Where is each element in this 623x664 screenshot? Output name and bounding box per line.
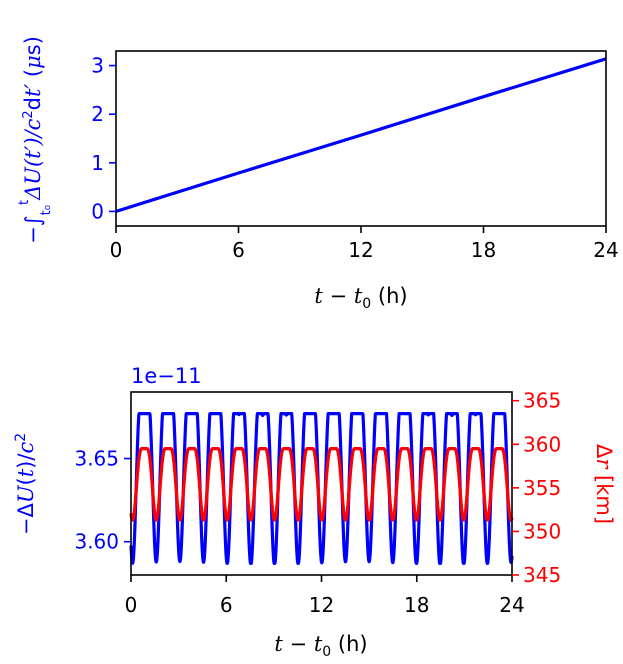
- bottom-x-tick-label: 24: [499, 593, 524, 617]
- bottom-left-y-tick-label: 3.60: [74, 530, 119, 554]
- bottom-offset-text: 1e−11: [131, 364, 202, 388]
- top-y-tick-label: 0: [91, 199, 104, 223]
- bottom-right-y-tick-label: 355: [523, 476, 561, 500]
- radial-distance-series-line: [129, 447, 514, 522]
- bottom-right-y-tick-label: 350: [523, 519, 561, 543]
- top-x-axis-label: t − t0 (h): [314, 284, 407, 312]
- top-y-tick-label: 3: [91, 54, 104, 78]
- bottom-right-y-tick-label: 365: [523, 389, 561, 413]
- bottom-right-y-axis-label: Δr [km]: [592, 444, 616, 524]
- top-x-tick-label: 0: [110, 238, 123, 262]
- bottom-x-tick-label: 18: [404, 593, 429, 617]
- top-x-tick-label: 24: [593, 238, 618, 262]
- bottom-left-y-ticks: 3.60 3.65: [74, 447, 131, 554]
- bottom-x-tick-label: 6: [220, 593, 233, 617]
- top-y-ticks: 0 1 2 3: [91, 54, 116, 223]
- bottom-right-y-ticks: 345 350 355 360 365: [512, 389, 561, 587]
- top-x-ticks: 0 6 12 18 24: [110, 226, 619, 262]
- bottom-x-axis-label: t − t0 (h): [274, 632, 367, 660]
- top-series-line: [115, 57, 607, 213]
- bottom-x-tick-label: 12: [309, 593, 334, 617]
- bottom-right-y-tick-label: 360: [523, 432, 561, 456]
- top-plot-frame: [115, 50, 607, 227]
- top-x-tick-label: 6: [232, 238, 245, 262]
- top-y-tick-label: 1: [91, 151, 104, 175]
- bottom-x-tick-label: 0: [125, 593, 138, 617]
- bottom-left-y-tick-label: 3.65: [74, 447, 119, 471]
- top-x-tick-label: 18: [471, 238, 496, 262]
- top-y-axis-label: −∫t₀tΔU(t′)/c2dt′ (μs): [17, 36, 54, 244]
- bottom-x-ticks: 0 6 12 18 24: [125, 575, 525, 617]
- potential-series-line: [129, 412, 514, 565]
- bottom-left-y-axis-label: −ΔU(t)/c2: [13, 433, 38, 535]
- top-x-tick-label: 12: [348, 238, 373, 262]
- top-y-tick-label: 2: [91, 102, 104, 126]
- bottom-right-y-tick-label: 345: [523, 563, 561, 587]
